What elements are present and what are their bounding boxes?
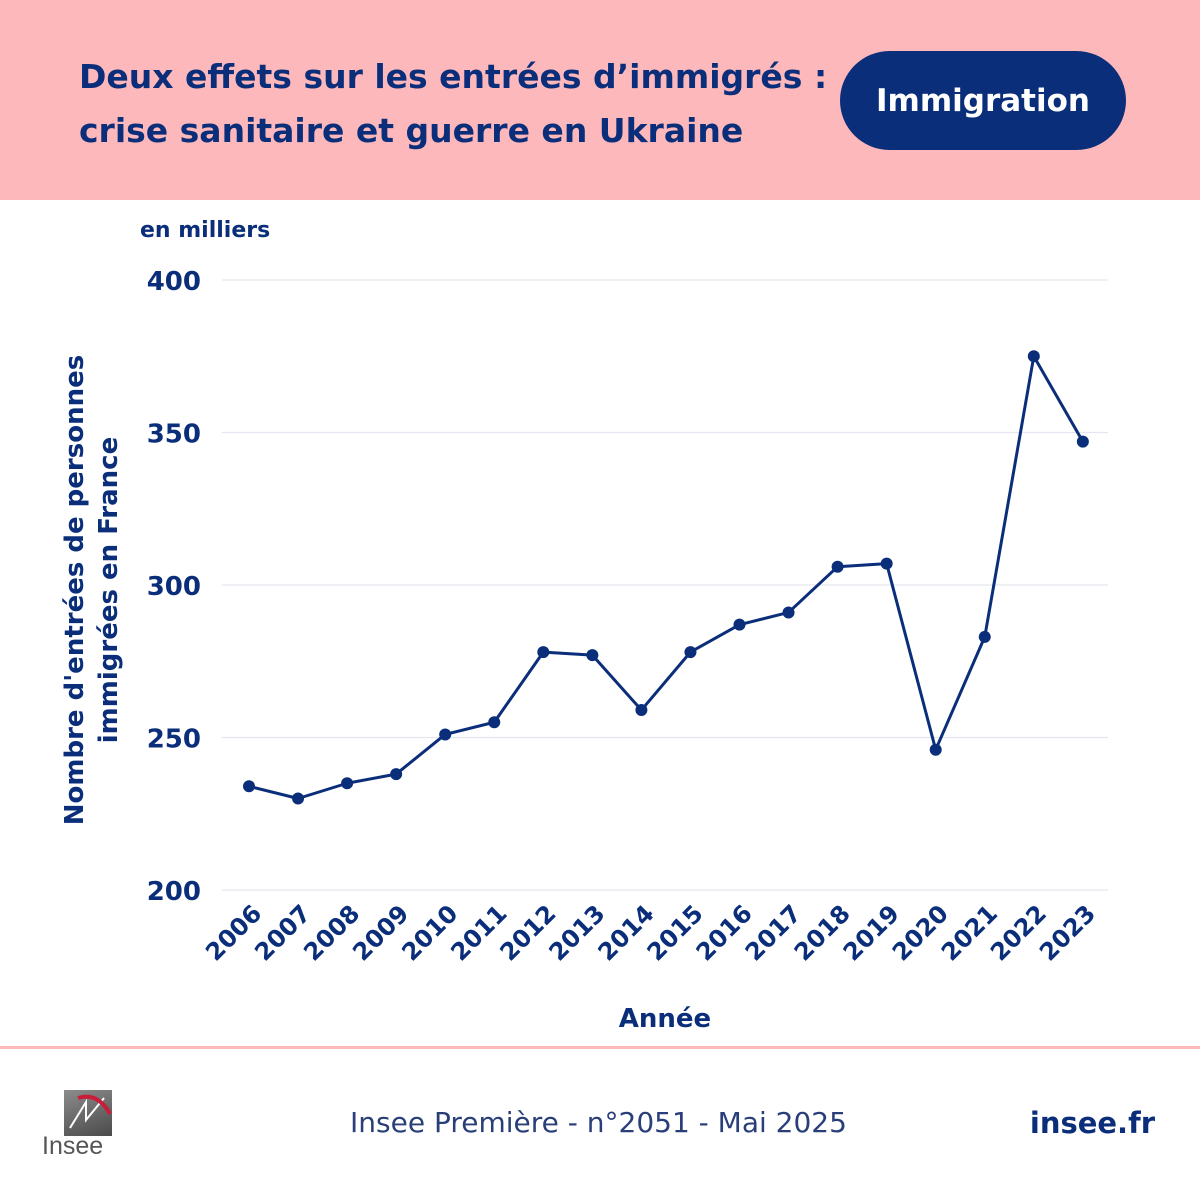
x-tick-label: 2023	[1034, 899, 1101, 966]
x-tick-label: 2017	[740, 899, 807, 966]
data-point[interactable]	[684, 646, 697, 659]
logo-text: Insee	[42, 1132, 104, 1160]
series-layer	[243, 350, 1089, 805]
y-tick-label: 200	[147, 877, 201, 907]
title-line-2: crise sanitaire et guerre en Ukraine	[79, 111, 744, 150]
y-tick-label: 400	[147, 267, 201, 297]
y-tick-labels: 200 250 300 350 400	[147, 267, 201, 907]
page-title: Deux effets sur les entrées d’immigrés :…	[79, 50, 839, 158]
x-tick-label: 2019	[838, 899, 905, 966]
unit-label: en milliers	[140, 218, 271, 243]
x-tick-label: 2012	[495, 899, 562, 966]
source-citation: Insee Première - n°2051 - Mai 2025	[350, 1106, 847, 1139]
insee-logo[interactable]: Insee	[42, 1090, 116, 1164]
footer-divider	[0, 1046, 1200, 1049]
y-tick-label: 300	[147, 572, 201, 602]
x-tick-label: 2018	[789, 899, 856, 966]
data-point[interactable]	[243, 780, 255, 793]
x-tick-label: 2006	[200, 899, 267, 966]
data-point[interactable]	[1076, 435, 1089, 448]
data-point[interactable]	[635, 704, 648, 717]
x-tick-label: 2021	[936, 899, 1003, 966]
x-tick-labels: 2006200720082009201020112012201320142015…	[200, 899, 1101, 966]
x-tick-label: 2011	[445, 899, 512, 966]
website-link[interactable]: insee.fr	[1029, 1106, 1155, 1140]
x-tick-label: 2014	[593, 899, 660, 966]
y-tick-label: 350	[147, 420, 201, 450]
category-badge[interactable]: Immigration	[840, 51, 1126, 150]
data-point[interactable]	[831, 560, 844, 573]
data-point[interactable]	[782, 606, 795, 619]
x-tick-label: 2022	[985, 899, 1052, 966]
data-point[interactable]	[390, 768, 403, 781]
x-tick-label: 2016	[691, 899, 758, 966]
data-point[interactable]	[341, 777, 354, 790]
data-point[interactable]	[439, 728, 452, 741]
logo-swoosh-icon	[69, 1094, 112, 1129]
x-tick-label: 2015	[642, 899, 709, 966]
data-point[interactable]	[1027, 350, 1040, 363]
data-point[interactable]	[488, 716, 501, 729]
series-line	[248, 354, 1085, 800]
data-point[interactable]	[733, 618, 746, 631]
data-point[interactable]	[929, 743, 942, 756]
x-tick-label: 2008	[298, 899, 365, 966]
line-chart: 200 250 300 350 400 200620072008200920102011…	[147, 267, 1108, 1034]
x-tick-label: 2020	[887, 899, 954, 966]
x-tick-label: 2013	[544, 899, 611, 966]
x-axis-label: Année	[619, 1004, 711, 1034]
logo-mark	[64, 1090, 112, 1136]
x-tick-label: 2010	[396, 899, 463, 966]
data-point[interactable]	[537, 646, 550, 659]
data-point[interactable]	[880, 557, 893, 570]
x-tick-label: 2007	[249, 899, 316, 966]
data-point[interactable]	[978, 630, 991, 643]
grid-lines	[222, 279, 1108, 891]
title-line-1: Deux effets sur les entrées d’immigrés :	[79, 57, 828, 96]
header-banner: Deux effets sur les entrées d’immigrés :…	[0, 0, 1200, 200]
data-point[interactable]	[292, 792, 305, 805]
y-tick-label: 250	[147, 725, 201, 755]
data-point[interactable]	[586, 649, 599, 662]
x-tick-label: 2009	[347, 899, 414, 966]
